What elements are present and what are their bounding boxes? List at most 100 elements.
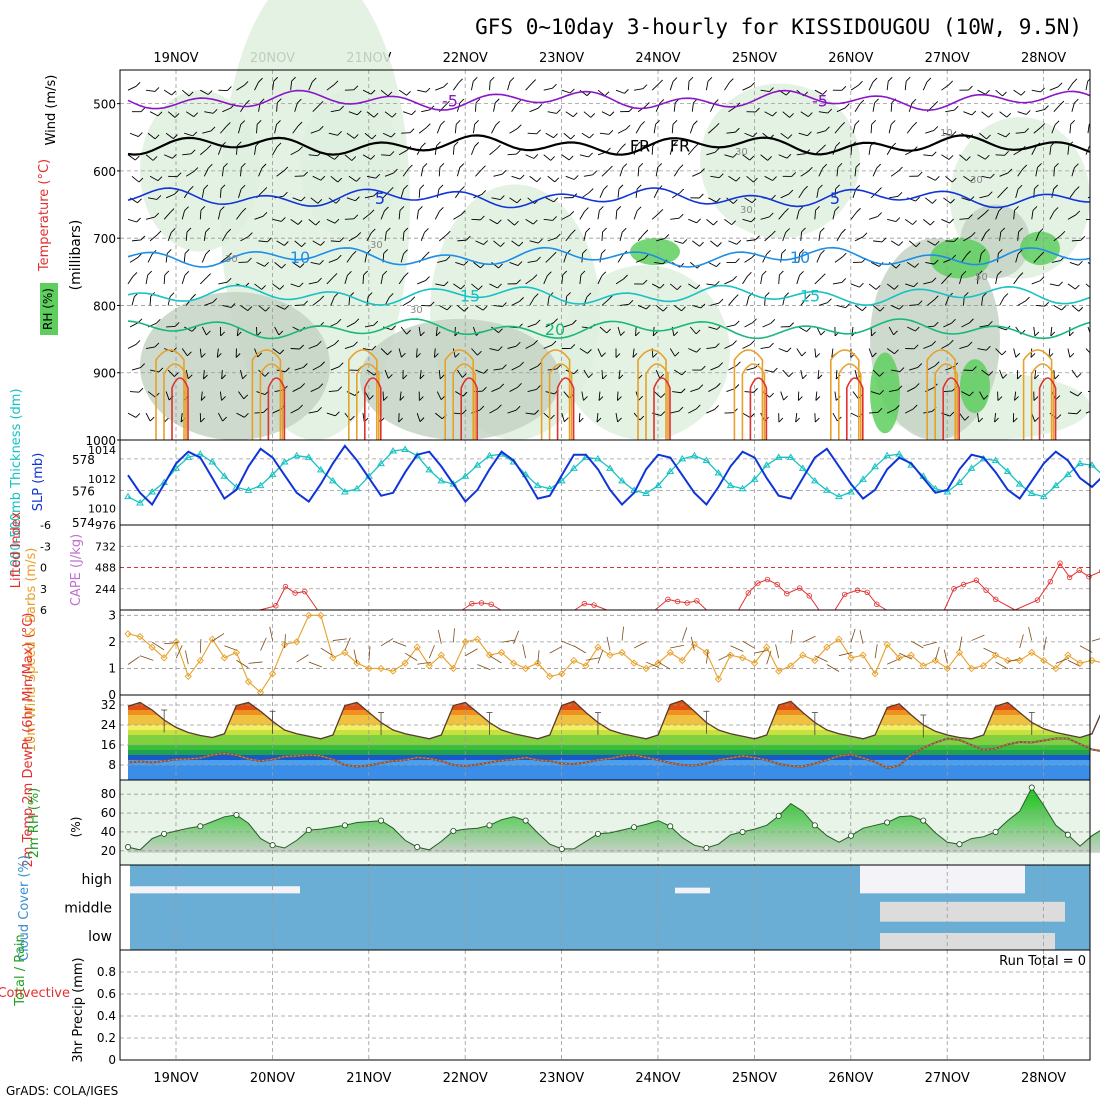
wind-barb <box>908 103 913 112</box>
wind-barb-flag <box>933 321 939 327</box>
wind-barb <box>672 391 682 394</box>
wind-barb-flag <box>259 98 265 104</box>
rh-shade <box>140 292 330 440</box>
wind-barb <box>778 154 788 159</box>
wind-barb-flag <box>693 143 699 149</box>
wind-barb-flag <box>519 297 524 302</box>
rh-marker <box>378 817 385 824</box>
wind-barb <box>850 145 853 155</box>
wind-barb <box>452 82 459 91</box>
wind-barb <box>981 111 989 118</box>
wind-barb-flag <box>1053 207 1059 212</box>
wind-barb-10m <box>971 634 985 641</box>
lifted-index-marker <box>841 591 848 598</box>
boundary-layer-contour <box>838 363 862 440</box>
wind-barb <box>814 210 816 220</box>
wind-barb-flag <box>1018 272 1024 277</box>
wind-tick-label: 1 <box>108 661 116 675</box>
wind-barb-flag <box>735 127 740 133</box>
wind-barb <box>981 175 991 179</box>
wind-barb-10m <box>1055 657 1070 664</box>
wind-barb <box>381 154 391 156</box>
wind-barb <box>203 231 207 241</box>
wind-barb <box>1087 124 1090 134</box>
boundary-layer-contour <box>653 377 671 440</box>
wind-barb-flag <box>1003 186 1008 192</box>
wind-barb <box>1071 167 1075 177</box>
wind-barb-flag <box>212 108 218 114</box>
wind-barb-flag <box>695 284 701 290</box>
rh-tick-label: 60 <box>101 806 116 820</box>
wind-speed-marker <box>365 664 373 673</box>
wind-barb-10m <box>127 656 140 665</box>
slp-tick-label: 976 <box>95 519 116 532</box>
wind-barb-10m <box>269 626 273 641</box>
thickness-marker <box>316 465 325 473</box>
wind-barb <box>923 218 931 226</box>
wind-barb-flag <box>1060 231 1066 236</box>
wind-barb-flag <box>495 120 500 126</box>
wind-barb-flag <box>536 129 541 135</box>
wind-barb <box>1049 283 1059 287</box>
lifted-index-tick-label: 6 <box>40 604 47 617</box>
wind-barb-flag <box>169 208 175 213</box>
temp-tick-label: 24 <box>101 718 116 732</box>
wind-barb-10m <box>742 640 755 649</box>
wind-barb-flag <box>332 273 338 278</box>
wind-barb <box>491 387 500 392</box>
rh-line <box>127 786 1100 851</box>
wind-barb-flag <box>606 147 611 153</box>
wind-barb-flag <box>336 254 342 260</box>
wind-barb <box>402 168 409 177</box>
wind-barb <box>543 154 551 161</box>
wind-barb-flag <box>781 249 787 254</box>
wind-barb <box>618 369 621 380</box>
wind-barb-10m <box>353 649 358 664</box>
wind-barb <box>710 366 719 371</box>
boundary-layer-contour <box>548 363 573 440</box>
wind-barb <box>744 391 754 393</box>
wind-barb-flag <box>164 417 169 423</box>
wind-barb-flag <box>933 295 939 301</box>
wind-barb-flag <box>678 164 684 170</box>
wind-barb-flag <box>518 241 524 247</box>
wind-barb <box>420 167 424 177</box>
wind-barb <box>1031 146 1037 155</box>
wind-barb <box>475 240 484 245</box>
wind-barb-flag <box>788 189 794 195</box>
wind-speed-marker <box>485 651 494 659</box>
wind-barb <box>219 391 222 401</box>
wind-barb-flag <box>440 120 445 126</box>
wind-barb-flag <box>680 388 686 394</box>
bottom-date-label: 19NOV <box>153 1071 198 1086</box>
wind-barb <box>872 102 876 112</box>
wind-barb <box>310 261 320 265</box>
wind-barb-flag <box>351 250 357 256</box>
wind-speed-marker <box>630 659 638 667</box>
wind-barb-10m <box>754 649 769 654</box>
wind-barb-flag <box>784 292 790 297</box>
wind-barb <box>1049 86 1059 91</box>
wind-barb <box>547 175 556 183</box>
wind-barb <box>240 103 246 112</box>
wind-barb-10m <box>775 644 780 659</box>
pressure-tick-label: 500 <box>93 98 116 112</box>
thickness-marker <box>244 486 253 493</box>
wind-barb-flag <box>424 228 429 233</box>
wind-barb <box>489 148 497 156</box>
wind-barb <box>563 253 567 263</box>
wind-barb-flag <box>403 227 409 233</box>
wind-speed-marker <box>991 651 1000 659</box>
wind-barb-flag <box>1017 374 1022 380</box>
wind-barb <box>764 234 772 242</box>
wind-barb <box>886 81 889 91</box>
wind-barb <box>979 195 989 199</box>
wind-barb-flag <box>284 304 290 310</box>
wind-barb-flag <box>752 132 758 138</box>
wind-barb <box>416 348 418 358</box>
isotherm-line <box>127 187 1100 209</box>
wind-barb-flag <box>402 374 408 380</box>
wind-barb-flag <box>844 103 850 109</box>
rh-marker <box>739 828 746 835</box>
